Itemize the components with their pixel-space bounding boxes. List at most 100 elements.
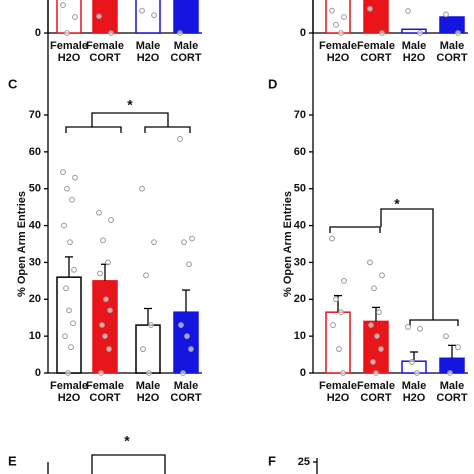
bar	[325, 311, 351, 374]
significance-star: *	[127, 97, 133, 113]
panel-letter: E	[8, 453, 17, 468]
data-point	[143, 272, 149, 279]
significance-star: *	[124, 433, 130, 449]
x-tick-label: Male	[402, 40, 426, 52]
data-point	[108, 30, 114, 36]
bar	[56, 276, 82, 374]
data-point	[177, 30, 183, 36]
data-point	[69, 196, 75, 203]
data-point	[96, 13, 102, 20]
y-tick-label: 70	[29, 109, 41, 121]
bar	[92, 280, 118, 374]
data-point	[71, 266, 77, 273]
y-tick-label: 0	[35, 27, 41, 39]
data-point	[188, 346, 194, 352]
data-point	[443, 333, 449, 340]
data-point	[178, 322, 184, 328]
x-tick-label: CORT	[360, 392, 391, 404]
x-tick-label: Female	[86, 380, 124, 392]
y-tick-label: 40	[294, 219, 306, 231]
data-point	[373, 370, 379, 376]
data-point	[409, 359, 415, 365]
data-point	[455, 344, 461, 351]
data-point	[66, 307, 72, 314]
data-point	[96, 209, 102, 216]
bar	[363, 320, 389, 374]
data-point	[341, 277, 347, 284]
data-point	[368, 322, 374, 328]
bar	[439, 357, 465, 374]
data-point	[64, 30, 70, 36]
x-tick-label: Female	[357, 40, 395, 52]
y-tick-label: 50	[29, 183, 41, 195]
data-point	[151, 12, 157, 19]
data-point	[62, 333, 68, 340]
data-point	[181, 239, 187, 246]
data-point	[338, 309, 344, 316]
x-tick-label: CORT	[170, 52, 201, 64]
data-point	[443, 11, 449, 18]
y-axis-label: % Open Arm Entries	[282, 191, 294, 297]
data-point	[371, 285, 377, 292]
y-tick-label: 40	[29, 219, 41, 231]
y-axis-label: % Open Arm Entries	[16, 191, 28, 297]
data-point	[108, 217, 114, 223]
x-tick-label: Female	[86, 40, 124, 52]
x-tick-label: CORT	[89, 392, 120, 404]
data-point	[99, 322, 105, 328]
panel-letter: C	[8, 76, 18, 91]
data-point	[72, 14, 78, 20]
x-tick-label: Male	[174, 380, 198, 392]
significance-bracket	[65, 112, 191, 133]
x-tick-label: Male	[136, 40, 160, 52]
data-point	[139, 185, 145, 192]
x-tick-label: H2O	[403, 52, 426, 64]
data-point	[455, 30, 461, 36]
y-tick-label: 60	[294, 146, 306, 158]
data-point	[97, 270, 103, 277]
bar	[439, 16, 465, 34]
data-point	[405, 8, 411, 14]
data-point	[64, 185, 70, 192]
data-point	[370, 359, 376, 365]
data-point	[329, 7, 335, 14]
x-tick-label: Female	[319, 40, 357, 52]
significance-star: *	[394, 196, 400, 212]
y-tick-label: 25	[298, 456, 310, 468]
x-tick-label: CORT	[436, 392, 467, 404]
y-tick-label: 30	[29, 256, 41, 268]
y-tick-label: 70	[294, 109, 306, 121]
y-tick-label: 10	[29, 330, 41, 342]
bar	[401, 28, 427, 34]
y-tick-label: 10	[294, 330, 306, 342]
data-point	[70, 320, 76, 327]
data-point	[148, 322, 154, 328]
data-point	[98, 370, 104, 376]
data-point	[61, 222, 67, 229]
y-tick-label: 30	[294, 256, 306, 268]
x-tick-label: Male	[440, 380, 464, 392]
panel-letter: F	[268, 453, 276, 468]
data-point	[67, 239, 73, 246]
data-point	[107, 307, 113, 314]
data-point	[329, 235, 335, 242]
x-tick-label: H2O	[58, 392, 81, 404]
data-point	[68, 344, 74, 351]
data-point	[180, 370, 186, 376]
data-point	[140, 346, 146, 352]
data-point	[189, 235, 195, 242]
y-tick-label: 20	[29, 293, 41, 305]
bar	[363, 0, 389, 34]
y-tick-label: 0	[300, 27, 306, 39]
data-point	[367, 259, 373, 266]
panel-letter: D	[268, 76, 277, 91]
data-point	[100, 237, 106, 244]
data-point	[378, 346, 384, 352]
data-point	[417, 325, 423, 332]
x-tick-label: CORT	[170, 392, 201, 404]
x-tick-label: CORT	[360, 52, 391, 64]
data-point	[417, 30, 423, 36]
data-point	[72, 174, 78, 181]
x-tick-label: CORT	[436, 52, 467, 64]
x-tick-label: Female	[50, 40, 88, 52]
